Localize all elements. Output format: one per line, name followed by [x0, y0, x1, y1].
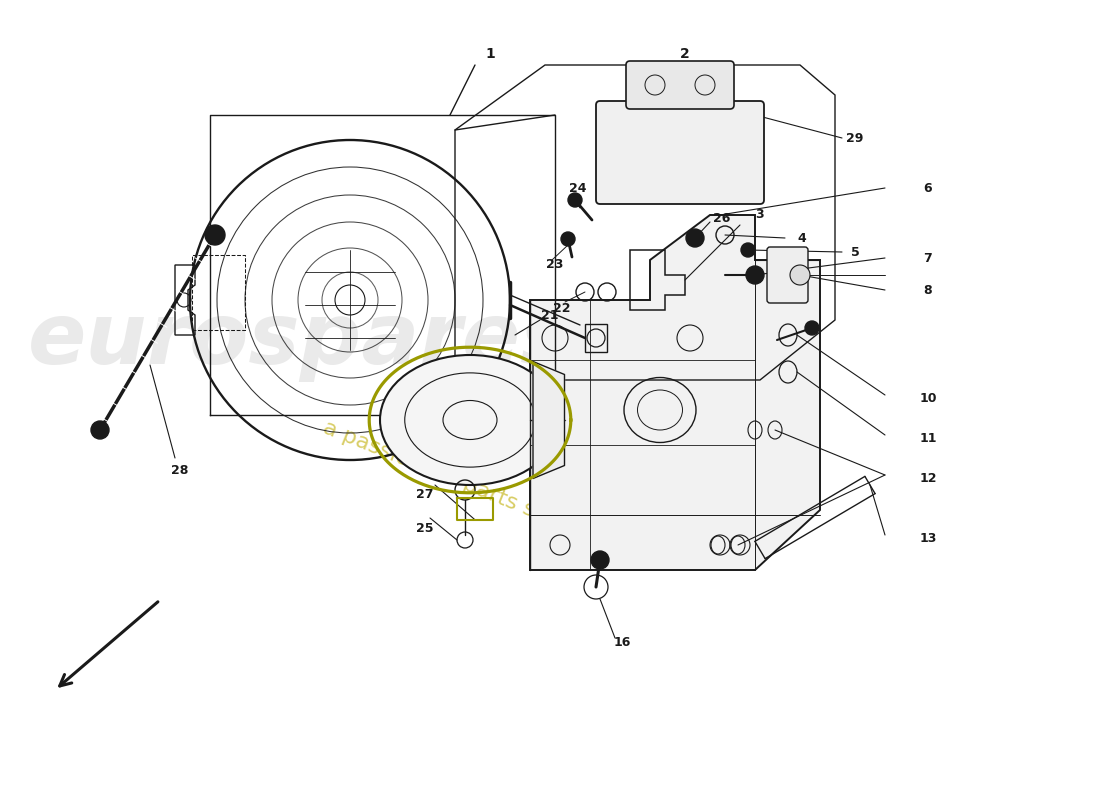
Text: 10: 10 — [920, 391, 937, 405]
Polygon shape — [534, 362, 564, 478]
Text: 26: 26 — [713, 211, 730, 225]
FancyBboxPatch shape — [767, 247, 808, 303]
Text: 11: 11 — [920, 431, 937, 445]
Text: 23: 23 — [547, 258, 563, 271]
Text: eurospares: eurospares — [28, 298, 572, 382]
Ellipse shape — [379, 355, 560, 485]
Text: 21: 21 — [541, 309, 559, 322]
Text: 22: 22 — [553, 302, 571, 314]
Text: 5: 5 — [850, 246, 859, 258]
Text: 13: 13 — [920, 531, 937, 545]
Text: 12: 12 — [920, 471, 937, 485]
Text: 2: 2 — [680, 47, 690, 61]
Text: 7: 7 — [924, 251, 933, 265]
Circle shape — [568, 193, 582, 207]
Circle shape — [805, 321, 820, 335]
Text: 27: 27 — [416, 489, 433, 502]
Circle shape — [741, 243, 755, 257]
Circle shape — [686, 229, 704, 247]
FancyBboxPatch shape — [596, 101, 764, 204]
Text: 6: 6 — [924, 182, 933, 194]
Text: 28: 28 — [172, 463, 189, 477]
Text: 24: 24 — [570, 182, 586, 194]
Text: 4: 4 — [798, 231, 806, 245]
Polygon shape — [530, 215, 820, 570]
Text: 29: 29 — [846, 131, 864, 145]
Text: 3: 3 — [756, 209, 764, 222]
Circle shape — [746, 266, 764, 284]
FancyBboxPatch shape — [626, 61, 734, 109]
Circle shape — [790, 265, 810, 285]
Text: 16: 16 — [614, 635, 630, 649]
Circle shape — [205, 225, 225, 245]
Text: a passion for parts since 1985: a passion for parts since 1985 — [320, 418, 640, 562]
Circle shape — [91, 421, 109, 439]
Text: 8: 8 — [924, 283, 933, 297]
Circle shape — [561, 232, 575, 246]
Text: 25: 25 — [416, 522, 433, 534]
Text: 1: 1 — [485, 47, 495, 61]
Circle shape — [591, 551, 609, 569]
